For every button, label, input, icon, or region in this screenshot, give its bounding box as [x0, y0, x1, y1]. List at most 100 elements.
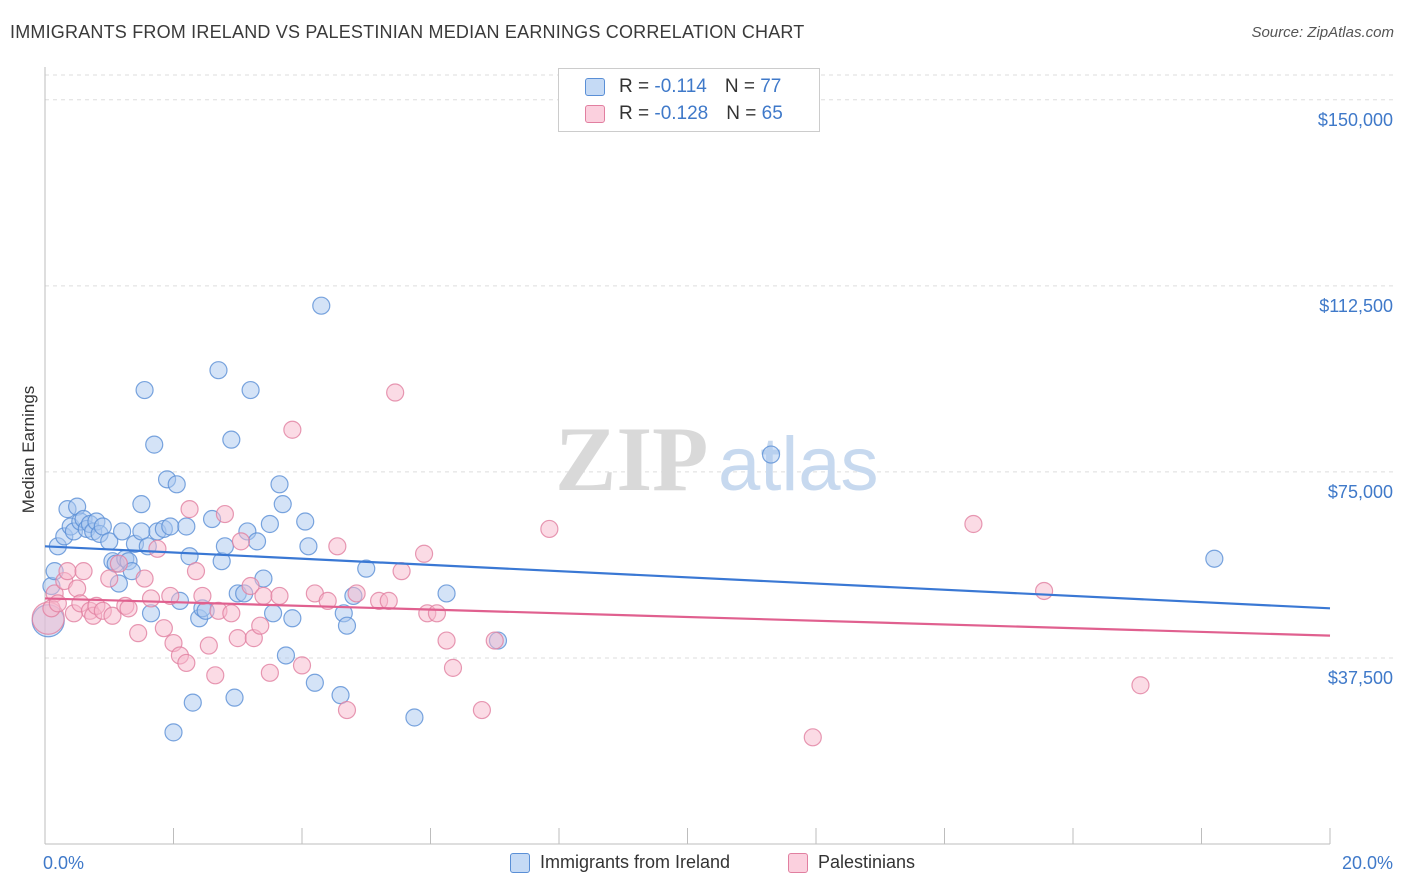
data-points [31, 296, 1224, 747]
point-palestinians [109, 554, 128, 573]
y-tick-label: $112,500 [1319, 296, 1393, 316]
point-palestinians [68, 579, 87, 598]
point-palestinians [414, 544, 434, 563]
point-palestinians [48, 594, 67, 613]
trend-line-ireland [44, 545, 1331, 610]
point-palestinians [161, 586, 180, 606]
point-ireland [305, 673, 324, 692]
point-palestinians [228, 629, 247, 648]
point-palestinians [964, 514, 983, 534]
point-palestinians [206, 666, 225, 685]
point-palestinians [379, 591, 398, 610]
y-tick-label: $75,000 [1328, 482, 1393, 502]
point-ireland [1205, 549, 1224, 568]
chart-title: IMMIGRANTS FROM IRELAND VS PALESTINIAN M… [10, 22, 805, 42]
point-palestinians [129, 624, 148, 643]
point-ireland [270, 475, 289, 494]
point-palestinians [318, 591, 337, 610]
point-palestinians [222, 604, 241, 623]
point-ireland [145, 435, 164, 454]
point-ireland [161, 517, 180, 536]
point-palestinians [199, 636, 218, 655]
point-palestinians [119, 599, 138, 618]
point-palestinians [337, 700, 357, 720]
point-ireland [222, 430, 241, 449]
point-ireland [177, 517, 196, 536]
legend-r-label: R = [619, 103, 655, 124]
legend-row-palestinians: R = -0.128 N = 65 [585, 102, 783, 126]
bottom-legend-swatch-ireland [510, 852, 530, 873]
point-palestinians [803, 728, 822, 747]
point-ireland [209, 361, 228, 380]
point-ireland [247, 532, 267, 551]
point-ireland [260, 514, 279, 534]
x-tick-label: 20.0% [1342, 853, 1393, 873]
point-palestinians [1131, 676, 1150, 695]
legend-n-value: 77 [760, 76, 782, 97]
point-ireland [273, 495, 292, 514]
point-palestinians [186, 562, 206, 581]
point-palestinians [392, 562, 411, 581]
point-palestinians [193, 586, 212, 606]
point-palestinians [251, 616, 270, 635]
point-ireland [164, 723, 183, 742]
point-palestinians [254, 586, 273, 606]
point-ireland [296, 512, 315, 531]
legend-n-label: N = [726, 103, 762, 124]
y-axis-title: Median Earnings [19, 386, 38, 514]
legend-swatch-palestinians [585, 105, 605, 123]
point-palestinians [283, 420, 302, 439]
legend-n-value: 65 [761, 103, 783, 124]
point-palestinians [180, 500, 199, 519]
point-palestinians [215, 504, 234, 524]
point-palestinians [270, 586, 289, 606]
point-ireland [437, 584, 456, 603]
point-ireland [135, 380, 154, 400]
point-palestinians [292, 656, 312, 675]
point-ireland [312, 296, 331, 315]
point-palestinians [260, 663, 279, 682]
grid-lines [45, 74, 1395, 659]
legend-r-label: R = [619, 76, 655, 97]
point-palestinians [443, 658, 463, 677]
point-palestinians [74, 562, 93, 581]
bottom-legend-label-ireland: Immigrants from Ireland [540, 852, 731, 872]
bottom-legend-label-palestinians: Palestinians [818, 852, 916, 872]
y-tick-label: $37,500 [1328, 668, 1393, 688]
point-palestinians [1034, 581, 1054, 601]
point-palestinians [231, 532, 251, 551]
axes [44, 67, 1331, 845]
point-palestinians [154, 619, 173, 638]
point-palestinians [437, 631, 456, 650]
point-ireland [283, 609, 302, 628]
source-label: Source: ZipAtlas.com [1251, 24, 1394, 41]
trend-lines [44, 545, 1331, 637]
watermark-atlas: atlas [718, 422, 879, 507]
point-palestinians [328, 537, 347, 556]
point-ireland [761, 445, 781, 464]
bottom-legend-swatch-palestinians [788, 852, 808, 873]
point-palestinians [540, 519, 559, 539]
stats-legend: R = -0.114 N = 77 R = -0.128 N = 65 [558, 68, 820, 132]
point-palestinians [386, 383, 405, 402]
point-palestinians [177, 653, 196, 673]
point-palestinians [135, 569, 154, 588]
point-palestinians [148, 539, 167, 558]
legend-n-label: N = [724, 76, 761, 97]
point-ireland [167, 475, 186, 494]
point-ireland [132, 495, 151, 514]
point-ireland [215, 537, 234, 556]
y-tick-label: $150,000 [1318, 110, 1393, 130]
point-palestinians [58, 562, 77, 581]
point-ireland [299, 537, 318, 556]
legend-r-value: -0.128 [654, 103, 709, 124]
point-ireland [337, 616, 357, 635]
axis-labels: $37,500 $75,000 $112,500 $150,000 0.0% 20.0% M… [19, 110, 1393, 873]
watermark: ZIP atlas [555, 408, 879, 510]
watermark-zip: ZIP [555, 408, 708, 510]
point-ireland [241, 380, 260, 400]
point-palestinians [347, 584, 366, 603]
point-palestinians [100, 569, 119, 588]
point-ireland [263, 604, 283, 623]
point-ireland [357, 559, 376, 578]
